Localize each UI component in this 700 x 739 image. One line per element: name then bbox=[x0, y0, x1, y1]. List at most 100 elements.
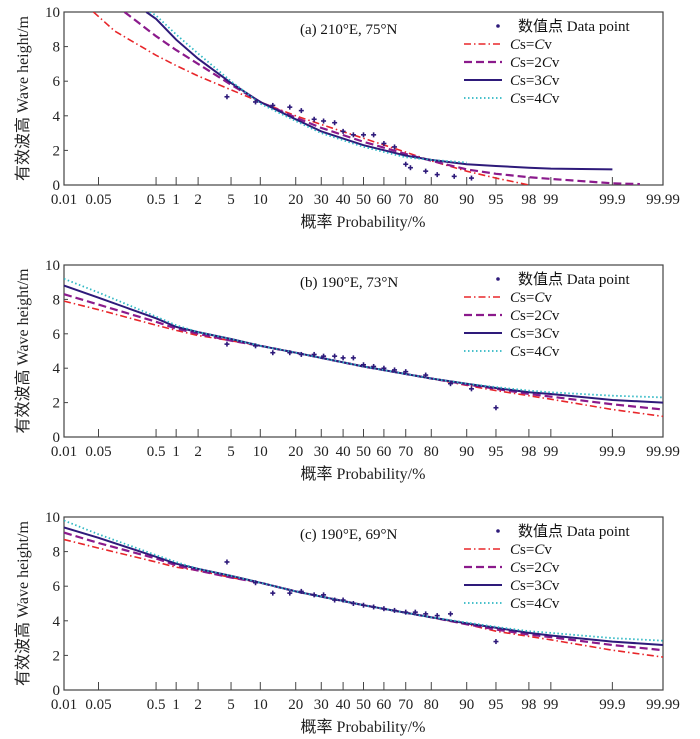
data-point bbox=[392, 144, 398, 150]
data-point bbox=[287, 350, 293, 356]
y-tick-label: 0 bbox=[53, 430, 61, 446]
data-point bbox=[448, 611, 454, 617]
legend-label: 数值点 Data point bbox=[518, 523, 630, 540]
series-line-cs-3cv bbox=[145, 12, 613, 171]
data-point bbox=[381, 140, 387, 146]
y-tick-label: 2 bbox=[53, 143, 61, 159]
data-point bbox=[298, 588, 304, 594]
x-tick-label: 99 bbox=[543, 697, 558, 713]
data-point bbox=[381, 365, 387, 371]
legend-marker-data-point bbox=[496, 24, 500, 28]
x-tick-label: 30 bbox=[314, 697, 329, 713]
x-tick-label: 70 bbox=[398, 444, 413, 460]
y-tick-label: 2 bbox=[53, 648, 61, 664]
x-tick-label: 5 bbox=[227, 192, 235, 208]
x-tick-label: 0.01 bbox=[51, 697, 77, 713]
x-tick-label: 50 bbox=[356, 697, 371, 713]
x-tick-label: 10 bbox=[253, 697, 268, 713]
x-tick-label: 0.05 bbox=[85, 192, 111, 208]
y-tick-label: 8 bbox=[53, 40, 61, 56]
x-tick-label: 40 bbox=[336, 697, 351, 713]
data-point bbox=[332, 597, 338, 603]
x-tick-label: 95 bbox=[488, 192, 503, 208]
series-line-cs-3cv bbox=[64, 526, 663, 646]
x-tick-label: 20 bbox=[288, 697, 303, 713]
data-point bbox=[287, 590, 293, 596]
data-point bbox=[321, 353, 327, 359]
y-tick-label: 0 bbox=[53, 683, 61, 699]
x-tick-label: 2 bbox=[194, 444, 202, 460]
series-line-cs-4cv bbox=[64, 519, 663, 642]
data-point bbox=[253, 580, 259, 586]
legend-label: Cs=3Cv bbox=[510, 73, 560, 89]
data-point bbox=[340, 597, 346, 603]
x-tick-label: 50 bbox=[356, 444, 371, 460]
y-tick-label: 10 bbox=[45, 5, 60, 21]
x-tick-label: 95 bbox=[488, 444, 503, 460]
x-tick-label: 30 bbox=[314, 444, 329, 460]
data-point bbox=[371, 604, 377, 610]
series-group bbox=[92, 12, 640, 185]
data-point bbox=[311, 116, 317, 122]
legend-label: Cs=2Cv bbox=[510, 560, 560, 576]
data-point bbox=[253, 99, 259, 105]
data-point bbox=[332, 120, 338, 126]
legend-label: Cs=2Cv bbox=[510, 55, 560, 71]
series-line-cs-2cv bbox=[64, 293, 663, 411]
series-group bbox=[64, 277, 663, 418]
y-tick-label: 4 bbox=[53, 361, 61, 377]
data-point bbox=[350, 132, 356, 138]
data-point bbox=[403, 161, 409, 167]
x-tick-label: 10 bbox=[253, 192, 268, 208]
legend-label: Cs=Cv bbox=[510, 37, 552, 53]
x-tick-label: 40 bbox=[336, 192, 351, 208]
x-tick-label: 80 bbox=[424, 192, 439, 208]
series-line-cs-2cv bbox=[64, 531, 663, 652]
x-tick-label: 20 bbox=[288, 444, 303, 460]
series-line-cs-3cv bbox=[64, 284, 663, 404]
x-tick-label: 30 bbox=[314, 192, 329, 208]
data-point bbox=[392, 607, 398, 613]
panel-title: (c) 190°E, 69°N bbox=[300, 527, 398, 543]
x-tick-label: 60 bbox=[376, 192, 391, 208]
x-tick-label: 0.5 bbox=[147, 697, 166, 713]
x-tick-label: 99 bbox=[543, 192, 558, 208]
x-tick-label: 50 bbox=[356, 192, 371, 208]
x-tick-label: 99 bbox=[543, 444, 558, 460]
x-axis-title: 概率 Probability/% bbox=[301, 718, 426, 736]
y-tick-label: 10 bbox=[45, 510, 60, 526]
data-point bbox=[361, 602, 366, 608]
legend-marker-data-point bbox=[496, 277, 500, 281]
x-tick-label: 98 bbox=[521, 697, 536, 713]
series-line-cs-4cv bbox=[64, 277, 663, 399]
data-point bbox=[350, 601, 356, 606]
x-tick-label: 0.05 bbox=[85, 444, 111, 460]
data-point bbox=[448, 381, 454, 387]
y-axis-title: 有效波高 Wave height/m bbox=[14, 268, 32, 433]
data-point bbox=[403, 609, 409, 615]
series-line-cs-cv bbox=[92, 12, 530, 185]
x-tick-label: 5 bbox=[227, 444, 235, 460]
data-point bbox=[381, 606, 387, 612]
y-axis-title: 有效波高 Wave height/m bbox=[14, 15, 32, 180]
data-point bbox=[350, 355, 356, 361]
data-point bbox=[311, 351, 317, 357]
data-point bbox=[493, 405, 499, 411]
data-point bbox=[224, 94, 230, 100]
panel-title: (b) 190°E, 73°N bbox=[300, 275, 398, 291]
x-tick-label: 5 bbox=[227, 697, 235, 713]
legend: 数值点 Data point Cs=Cv Cs=2Cv Cs=3Cv Cs=4Cv bbox=[464, 18, 630, 107]
legend-label: Cs=4Cv bbox=[510, 344, 560, 360]
x-tick-label: 0.01 bbox=[51, 192, 77, 208]
x-tick-label: 20 bbox=[288, 192, 303, 208]
data-point bbox=[412, 609, 418, 615]
data-point bbox=[361, 362, 366, 368]
x-tick-label: 98 bbox=[521, 192, 536, 208]
data-point bbox=[392, 367, 398, 373]
x-tick-label: 0.05 bbox=[85, 697, 111, 713]
x-tick-label: 90 bbox=[459, 192, 474, 208]
data-point bbox=[253, 343, 259, 349]
y-tick-label: 6 bbox=[53, 579, 61, 595]
